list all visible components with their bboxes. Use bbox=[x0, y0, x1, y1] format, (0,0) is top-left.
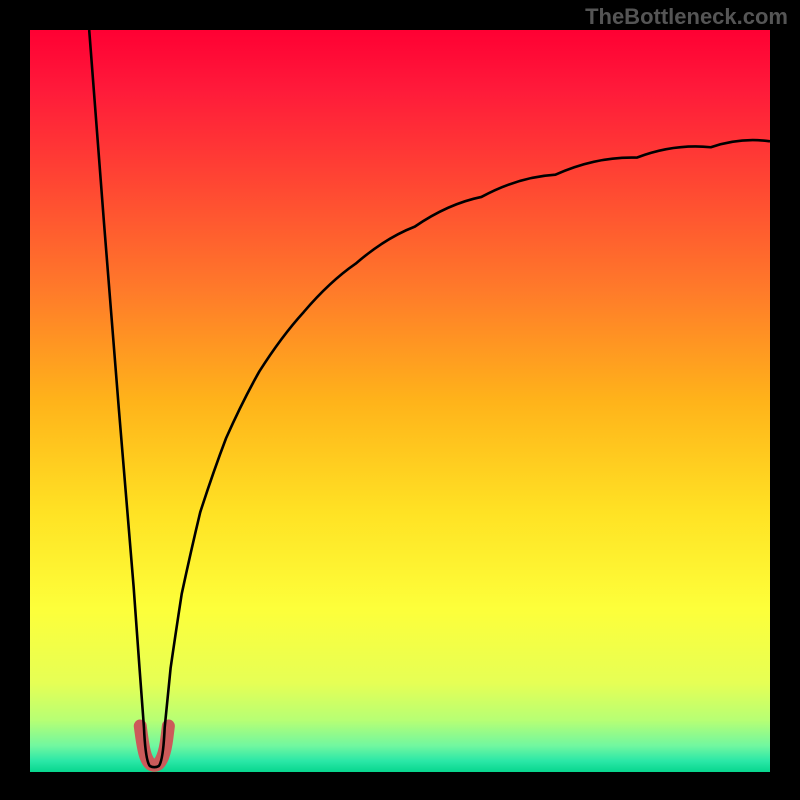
chart-background bbox=[30, 30, 770, 772]
chart-container: TheBottleneck.com bbox=[0, 0, 800, 800]
attribution-text: TheBottleneck.com bbox=[585, 4, 788, 30]
bottleneck-chart bbox=[0, 0, 800, 800]
